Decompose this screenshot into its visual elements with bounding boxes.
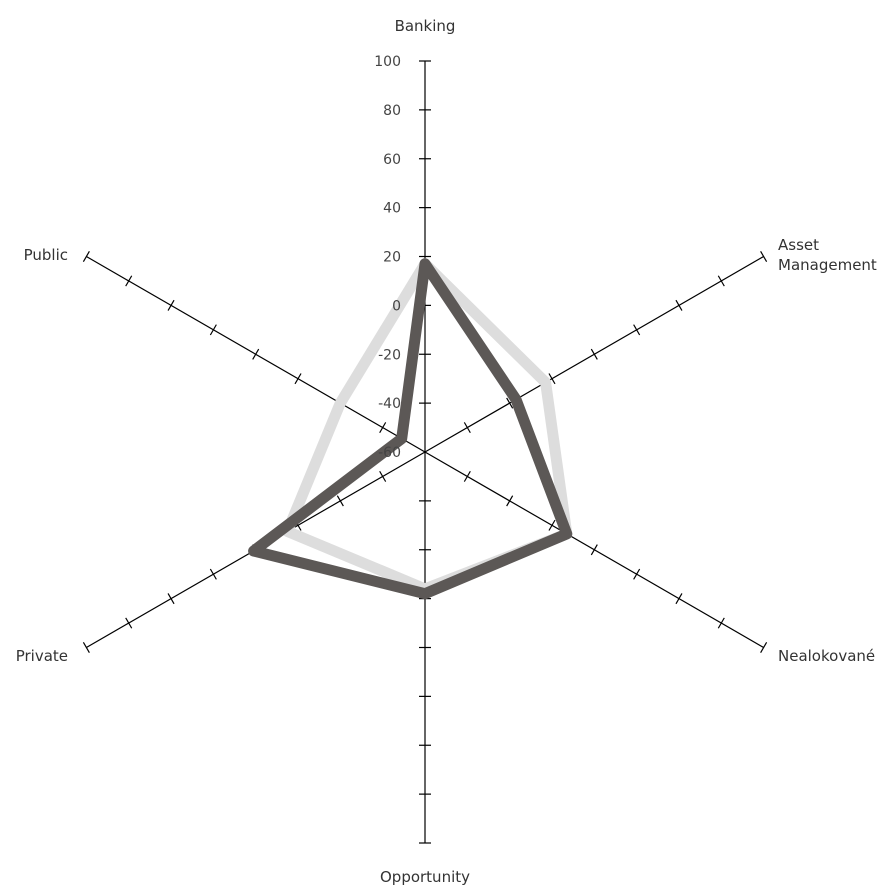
tick-public [294, 373, 302, 385]
axes-layer [82, 60, 768, 844]
axis-label-public: Public [24, 246, 68, 264]
tick-private [125, 617, 133, 629]
tick-public [209, 324, 217, 336]
tick-private [82, 642, 90, 653]
tick-asset-management [590, 348, 598, 360]
tick-nealokovane [760, 642, 768, 653]
tick-label: 0 [392, 298, 401, 314]
tick-nealokovane [675, 593, 683, 605]
tick-nealokovane [633, 568, 641, 580]
axis-label-asset-management: Asset Management [778, 236, 877, 274]
series-layer [248, 258, 573, 600]
tick-label: 40 [383, 201, 401, 217]
tick-asset-management [506, 397, 514, 409]
tick-public [252, 348, 260, 360]
tick-label: -60 [378, 445, 401, 461]
labels-layer: -60 -40 -20 0 20 40 60 80 100 Banking Asset Managem… [16, 17, 877, 886]
tick-asset-management [675, 299, 683, 311]
tick-nealokovane [463, 470, 471, 482]
tick-asset-management [633, 324, 641, 336]
tick-public [82, 251, 90, 262]
tick-asset-management [717, 275, 725, 287]
axis-label-private: Private [16, 647, 68, 665]
axis-label-banking: Banking [395, 17, 456, 35]
tick-label: -20 [378, 347, 401, 363]
tick-nealokovane [590, 544, 598, 556]
tick-label: -40 [378, 396, 401, 412]
tick-nealokovane [548, 519, 556, 531]
tick-private [209, 568, 217, 580]
tick-private [167, 593, 175, 605]
tick-nealokovane [506, 495, 514, 507]
tick-public [167, 299, 175, 311]
axis-label-nealokovane: Nealokované [778, 647, 875, 665]
tick-asset-management [760, 251, 768, 262]
tick-private [336, 495, 344, 507]
series-polygon-2 [248, 258, 573, 600]
tick-label: 80 [383, 103, 401, 119]
tick-asset-management [463, 422, 471, 434]
tick-asset-management [548, 373, 556, 385]
axis-label-opportunity: Opportunity [380, 868, 470, 886]
tick-nealokovane [717, 617, 725, 629]
tick-public [125, 275, 133, 287]
tick-private [379, 470, 387, 482]
tick-public [379, 422, 387, 434]
tick-label: 20 [383, 250, 401, 266]
tick-label: 100 [374, 54, 401, 70]
tick-label: 60 [383, 152, 401, 168]
